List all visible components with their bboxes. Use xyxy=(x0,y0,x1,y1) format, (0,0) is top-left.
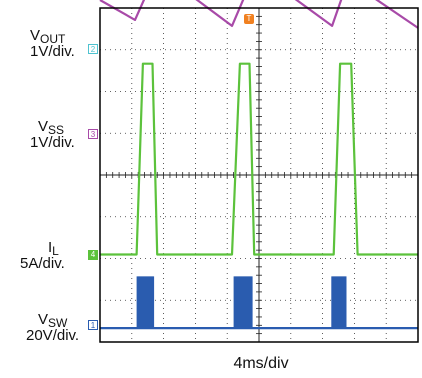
il-scale: 5A/div. xyxy=(20,255,65,272)
vsw-switching-burst xyxy=(233,276,253,329)
vsw-label: VSW 20V/div. xyxy=(26,311,79,344)
plot-border xyxy=(99,7,419,343)
channel-2-marker-id: 2 xyxy=(90,45,96,54)
vout-name: V xyxy=(30,27,41,44)
vout-label: VOUT 1V/div. xyxy=(30,28,75,60)
channel-1-marker: 1 xyxy=(88,320,98,330)
channel-4-marker: 4 xyxy=(88,250,98,260)
channel-3-marker-id: 3 xyxy=(90,130,96,139)
trace-il xyxy=(100,62,418,256)
vsw-burst-fill xyxy=(332,276,346,329)
vss-label: VSS 1V/div. xyxy=(30,118,75,151)
vsw-sub: SW xyxy=(48,316,68,330)
channel-4-marker-id: 4 xyxy=(90,250,96,259)
il-name: I xyxy=(48,239,53,256)
traces xyxy=(99,0,419,330)
vss-sub: SS xyxy=(48,123,65,137)
il-sub: L xyxy=(52,244,59,258)
grid xyxy=(99,7,419,343)
vsw-scale: 20V/div. xyxy=(26,327,80,344)
vss-name: V xyxy=(38,118,49,135)
vsw-name: V xyxy=(38,311,49,328)
trace-vss xyxy=(99,0,419,29)
vout-scale: 1V/div. xyxy=(30,43,75,60)
vss-scale: 1V/div. xyxy=(30,134,75,151)
channel-3-marker: 3 xyxy=(88,129,98,139)
il-label: IL 5A/div. xyxy=(20,239,65,272)
trigger-marker-label: T xyxy=(246,14,252,23)
channel-1-marker-id: 1 xyxy=(90,321,96,330)
vsw-burst-fill xyxy=(137,276,154,329)
vsw-switching-burst xyxy=(331,276,347,329)
x-axis-label: 4ms/div xyxy=(233,355,289,372)
plot-frame xyxy=(99,7,419,343)
channel-2-marker: 2 xyxy=(88,44,98,54)
vout-sub: OUT xyxy=(40,32,66,46)
trigger-marker: T xyxy=(244,14,254,24)
vsw-switching-burst xyxy=(136,276,155,329)
vsw-burst-fill xyxy=(234,276,252,329)
